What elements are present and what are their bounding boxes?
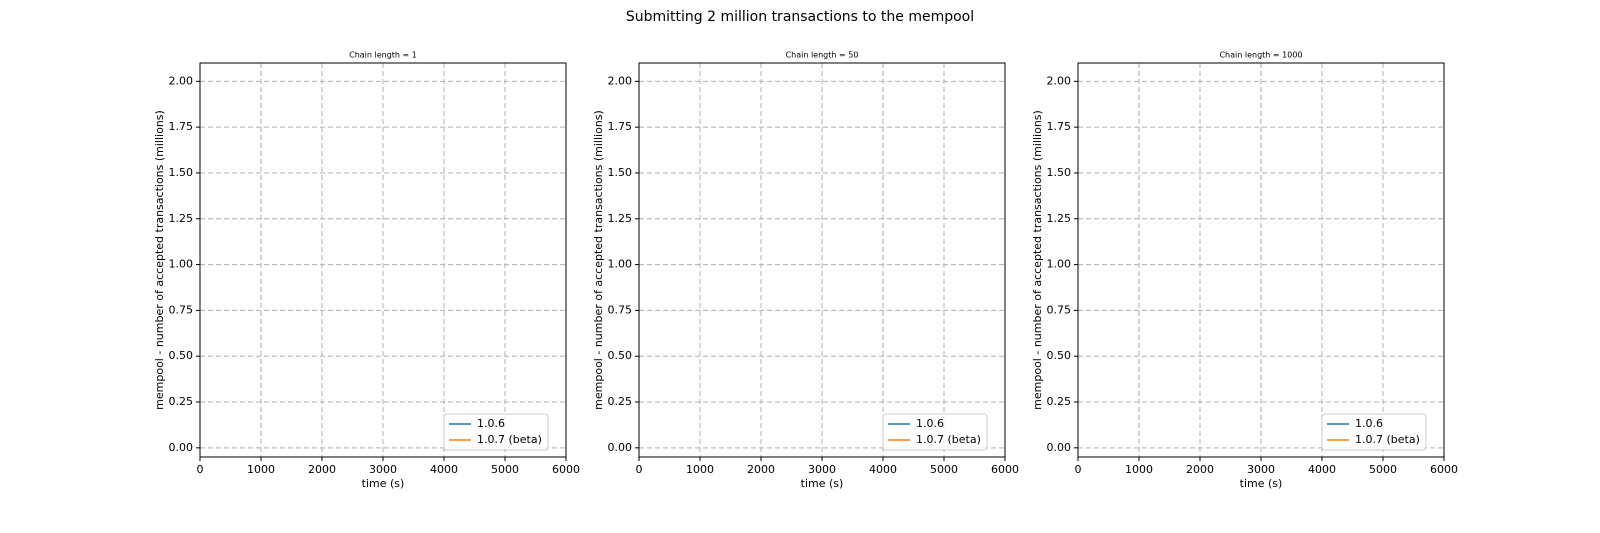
- x-tick-label: 3000: [808, 463, 836, 476]
- x-axis-label: time (s): [362, 477, 405, 490]
- x-tick-label: 5000: [1369, 463, 1397, 476]
- y-tick-label: 0.75: [608, 303, 633, 316]
- y-tick-label: 1.75: [1047, 120, 1072, 133]
- x-tick-label: 2000: [747, 463, 775, 476]
- x-tick-label: 2000: [308, 463, 336, 476]
- y-tick-label: 0.25: [1047, 395, 1072, 408]
- subplot-title: Chain length = 1000: [1219, 51, 1302, 60]
- y-tick-label: 0.75: [1047, 303, 1072, 316]
- y-tick-label: 1.25: [608, 212, 633, 225]
- y-tick-label: 1.00: [608, 258, 633, 271]
- y-tick-label: 2.00: [169, 74, 194, 87]
- legend-label: 1.0.7 (beta): [477, 433, 542, 446]
- y-tick-label: 1.00: [169, 258, 194, 271]
- y-tick-label: 1.50: [1047, 166, 1072, 179]
- y-tick-label: 0.50: [169, 349, 194, 362]
- figure-title: Submitting 2 million transactions to the…: [626, 9, 974, 25]
- x-tick-label: 3000: [1247, 463, 1275, 476]
- x-tick-label: 5000: [930, 463, 958, 476]
- y-tick-label: 1.75: [169, 120, 194, 133]
- x-tick-label: 1000: [686, 463, 714, 476]
- y-tick-label: 1.00: [1047, 258, 1072, 271]
- x-tick-label: 0: [1075, 463, 1082, 476]
- x-tick-label: 4000: [430, 463, 458, 476]
- legend-label: 1.0.6: [1355, 417, 1383, 430]
- x-tick-label: 3000: [369, 463, 397, 476]
- legend-box: [443, 413, 549, 451]
- y-tick-label: 1.75: [608, 120, 633, 133]
- x-tick-label: 6000: [991, 463, 1019, 476]
- y-tick-label: 0.00: [169, 441, 194, 454]
- legend-label: 1.0.7 (beta): [1355, 433, 1420, 446]
- y-axis-label: mempool - number of accepted transaction…: [153, 110, 166, 410]
- legend-label: 1.0.6: [916, 417, 944, 430]
- y-tick-label: 2.00: [608, 74, 633, 87]
- x-tick-label: 0: [197, 463, 204, 476]
- y-tick-label: 0.25: [169, 395, 194, 408]
- subplot-title: Chain length = 1: [349, 51, 417, 60]
- y-axis-label: mempool - number of accepted transaction…: [592, 110, 605, 410]
- y-axis-label: mempool - number of accepted transaction…: [1031, 110, 1044, 410]
- y-tick-label: 1.50: [608, 166, 633, 179]
- x-tick-label: 1000: [1125, 463, 1153, 476]
- x-tick-label: 1000: [247, 463, 275, 476]
- legend-label: 1.0.6: [477, 417, 505, 430]
- x-tick-label: 4000: [1308, 463, 1336, 476]
- x-tick-label: 5000: [491, 463, 519, 476]
- y-tick-label: 0.00: [608, 441, 633, 454]
- y-tick-label: 0.00: [1047, 441, 1072, 454]
- x-tick-label: 2000: [1186, 463, 1214, 476]
- plot-frame: [1077, 62, 1445, 458]
- subplot-title: Chain length = 50: [786, 51, 859, 60]
- x-tick-label: 4000: [869, 463, 897, 476]
- x-axis-label: time (s): [1240, 477, 1283, 490]
- y-tick-label: 0.75: [169, 303, 194, 316]
- legend-box: [882, 413, 988, 451]
- x-tick-label: 6000: [1430, 463, 1458, 476]
- plot-frame: [199, 62, 567, 458]
- y-tick-label: 0.50: [608, 349, 633, 362]
- plot-frame: [638, 62, 1006, 458]
- legend-label: 1.0.7 (beta): [916, 433, 981, 446]
- y-tick-label: 1.25: [169, 212, 194, 225]
- x-axis-label: time (s): [801, 477, 844, 490]
- y-tick-label: 0.50: [1047, 349, 1072, 362]
- y-tick-label: 1.50: [169, 166, 194, 179]
- y-tick-label: 2.00: [1047, 74, 1072, 87]
- x-tick-label: 6000: [552, 463, 580, 476]
- legend-box: [1321, 413, 1427, 451]
- x-tick-label: 0: [636, 463, 643, 476]
- y-tick-label: 0.25: [608, 395, 633, 408]
- y-tick-label: 1.25: [1047, 212, 1072, 225]
